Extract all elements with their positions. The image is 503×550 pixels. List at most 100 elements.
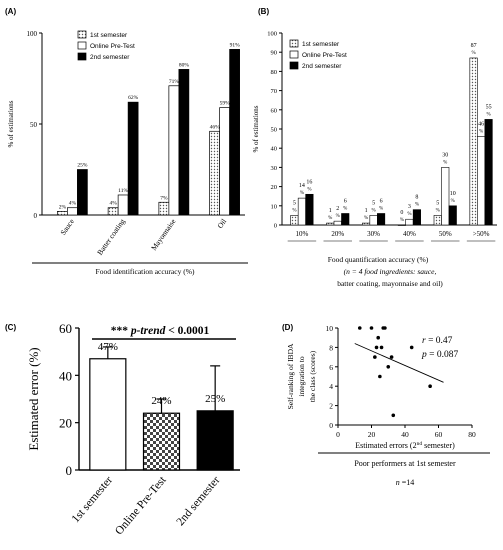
panel-a-data-label: 46%: [210, 124, 221, 130]
panel-a-bar: [77, 169, 88, 216]
panel-b-bar: [290, 215, 299, 226]
panel-d-point: [376, 335, 381, 340]
panel-d-r-value: r = 0.47: [422, 336, 453, 346]
panel-c-y-tick-label: 60: [59, 321, 72, 336]
panel-a-data-label: 4%: [69, 201, 77, 207]
panel-b-bar: [326, 222, 335, 226]
panel-a-data-label: 11%: [118, 188, 128, 194]
panel-b-category-label: 30%: [367, 230, 380, 238]
panel-a-category-label: Oil: [215, 217, 228, 230]
panel-b-data-label: 3: [408, 204, 411, 210]
panel-a-category-label: Mayonnaise: [149, 216, 178, 252]
panel-d-x-tick-label: 60: [435, 430, 443, 439]
panel-b-y-tick-label: 80: [271, 69, 278, 76]
panel-b-legend-swatch: [289, 50, 299, 59]
panel-b-data-label: 16: [306, 179, 312, 185]
panel-a-data-label: 2%: [59, 204, 67, 210]
panel-c-category-label: Online Pre-Test: [113, 474, 169, 538]
panel-b-data-label: 6: [380, 198, 383, 204]
panel-b-data-label-unit: %: [343, 206, 347, 211]
panel-b-y-tick-label: 50: [271, 127, 278, 134]
panel-d-n-label: n =14: [396, 478, 415, 487]
panel-b-label: (B): [258, 7, 269, 16]
panel-a-data-label: 80%: [179, 62, 190, 68]
panel-c-bar: [142, 412, 181, 471]
panel-b-bar: [377, 213, 386, 226]
panel-b-legend-swatch: [289, 61, 299, 70]
panel-b-data-label-unit: %: [451, 199, 455, 204]
panel-d-point: [357, 326, 362, 330]
panel-b-y-tick-label: 40: [271, 146, 278, 153]
panel-c-data-label: 24%: [151, 395, 171, 407]
panel-b-data-label: 1: [365, 208, 368, 214]
panel-b-y-tick-label: 30: [271, 165, 278, 172]
panel-a-y-tick-label: 50: [30, 121, 38, 129]
panel-b-data-label-unit: %: [379, 206, 383, 211]
panel-d-label: (D): [282, 323, 293, 332]
panel-a-bar: [219, 107, 230, 216]
panel-b-y-tick-label: 100: [267, 31, 277, 38]
panel-b-data-label: 1: [329, 208, 332, 214]
panel-d-p-value: p = 0.087: [421, 350, 458, 360]
panel-b-y-tick-label: 70: [271, 88, 278, 95]
panel-a-bar: [209, 130, 220, 216]
panel-d-point: [379, 345, 384, 350]
panel-b-data-label: 55: [486, 104, 492, 110]
panel-c-data-label: 47%: [98, 341, 118, 353]
panel-b-bar: [412, 209, 421, 226]
panel-a-legend-label: Online Pre-Test: [90, 43, 135, 50]
panel-a-legend-swatch: [77, 30, 87, 39]
panel-b-data-label-unit: %: [364, 216, 368, 221]
panel-b-bar: [433, 215, 442, 226]
panel-b-data-label-unit: %: [471, 51, 475, 56]
panel-b-legend-swatch: [289, 39, 299, 48]
panel-b-category-label: 50%: [439, 230, 452, 238]
panel-a-bar: [57, 211, 68, 216]
panel-d-x-tick-label: 80: [468, 430, 476, 439]
panel-d-x-tick-label: 0: [336, 430, 340, 439]
panel-a-category-label: Batter coating: [95, 217, 127, 257]
panel-d-point: [378, 374, 382, 379]
panel-d-y-tick-label: 2: [329, 402, 333, 411]
panel-a-legend-swatch: [77, 41, 87, 50]
panel-b-data-label: 5: [293, 200, 296, 206]
panel-c-bar: [196, 410, 234, 471]
panel-b-bar: [341, 213, 350, 226]
panel-d-y-tick-label: 8: [329, 343, 333, 352]
panel-d-x-axis-title: Estimated errors (2nd semester): [355, 441, 455, 450]
panel-a-legend-label: 2nd semester: [90, 54, 130, 61]
panel-c-category-label: 2nd semester: [174, 474, 222, 528]
panel-b-data-label-unit: %: [300, 191, 304, 196]
panel-b-data-label-unit: %: [336, 214, 340, 219]
panel-b-data-label: 0: [400, 210, 403, 216]
panel-c-y-tick-label: 0: [66, 463, 73, 478]
panel-b-bar: [477, 136, 486, 226]
panel-d-point: [373, 355, 377, 359]
panel-b-data-label-unit: %: [307, 187, 311, 192]
panel-b-data-label: 5: [372, 200, 375, 206]
panel-a-data-label: 91%: [230, 42, 241, 48]
panel-a-y-tick-label: 100: [27, 30, 38, 38]
panel-b-y-tick-label: 20: [271, 184, 278, 191]
panel-b-bar: [397, 224, 406, 226]
panel-b-data-label-unit: %: [400, 218, 404, 223]
panel-a-bar: [127, 101, 139, 216]
panel-b-category-label: 20%: [331, 230, 344, 238]
panel-b-y-tick-label: 10: [271, 203, 278, 210]
panel-b-bar: [305, 193, 314, 226]
panel-b-y-tick-label: 60: [271, 107, 278, 114]
panel-d-point: [383, 326, 387, 330]
panel-b-y-tick-label: 90: [271, 50, 278, 57]
panel-d-x-tick-label: 20: [368, 430, 376, 439]
panel-b-data-label: 5: [436, 200, 439, 206]
panel-a-data-label: 62%: [128, 95, 139, 101]
panel-b-data-label: 8: [415, 195, 418, 201]
panel-b-data-label: 6: [344, 198, 347, 204]
panel-b-bar: [484, 119, 493, 226]
panel-c-label: (C): [5, 323, 16, 332]
panel-d-y-axis-title: the class (scores): [308, 350, 317, 402]
panel-b-legend-label: Online Pre-Test: [302, 52, 347, 59]
panel-b-data-label-unit: %: [415, 203, 419, 208]
panel-d-point: [386, 365, 391, 369]
panel-a-label: (A): [5, 7, 16, 16]
